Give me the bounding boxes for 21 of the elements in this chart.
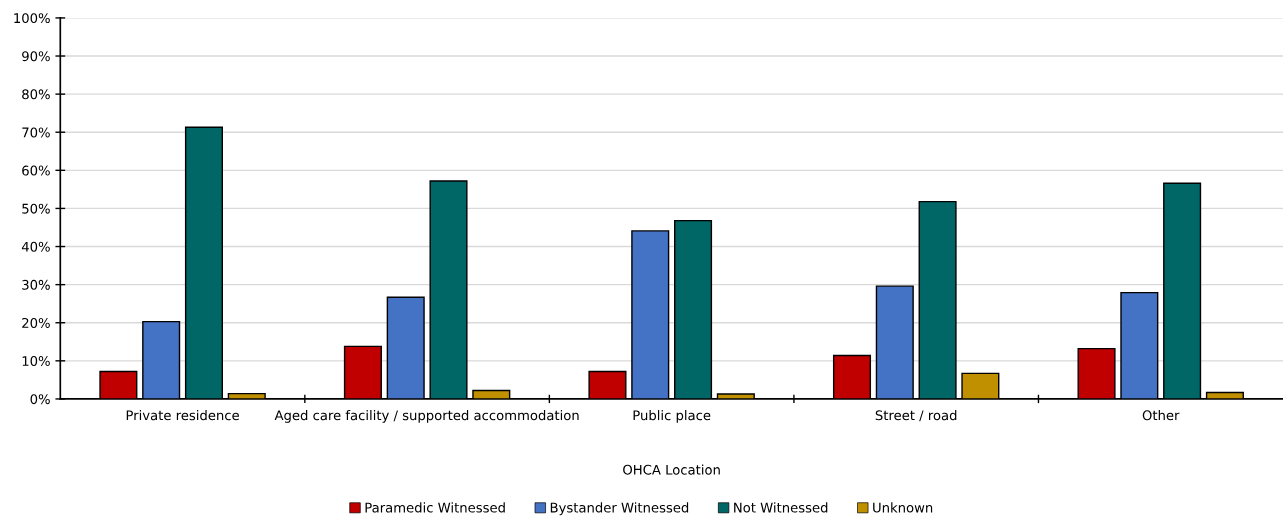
legend-label: Bystander Witnessed: [550, 502, 689, 516]
y-tick-label: 60%: [22, 165, 50, 176]
y-tick-label: 80%: [22, 89, 50, 100]
x-axis-title: OHCA Location: [623, 464, 720, 475]
y-tick-label: 100%: [14, 13, 50, 24]
x-tick-label: Other: [1142, 410, 1180, 421]
x-tick-label: Street / road: [875, 410, 957, 422]
y-tick-label: 0%: [30, 394, 50, 405]
x-tick-label: Aged care facility / supported accommodation: [274, 410, 579, 423]
x-tick-label: Private residence: [126, 410, 239, 421]
y-tick-label: 30%: [22, 279, 50, 290]
legend-label: Paramedic Witnessed: [365, 502, 505, 513]
y-tick-label: 10%: [22, 356, 50, 367]
y-tick-label: 40%: [21, 241, 50, 252]
y-tick-label: 90%: [22, 51, 50, 62]
legend-label: Unknown: [873, 502, 933, 513]
x-tick-label: Public place: [633, 410, 711, 423]
y-tick-label: 50%: [22, 203, 50, 214]
y-tick-label: 70%: [22, 127, 50, 138]
legend-label: Not Witnessed: [734, 502, 828, 513]
y-tick-label: 20%: [22, 317, 50, 328]
